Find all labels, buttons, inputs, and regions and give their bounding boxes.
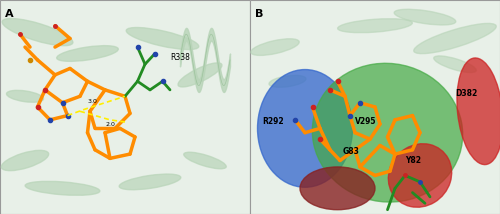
- Ellipse shape: [394, 9, 456, 25]
- Ellipse shape: [388, 144, 452, 207]
- Text: G83: G83: [342, 147, 359, 156]
- Ellipse shape: [2, 18, 73, 46]
- Ellipse shape: [338, 19, 412, 33]
- Ellipse shape: [457, 58, 500, 165]
- Text: 2.0: 2.0: [105, 122, 115, 127]
- Ellipse shape: [300, 167, 375, 210]
- Ellipse shape: [25, 181, 100, 195]
- Ellipse shape: [2, 150, 48, 171]
- Ellipse shape: [414, 23, 496, 54]
- Ellipse shape: [251, 39, 299, 55]
- Text: B: B: [255, 9, 264, 19]
- Ellipse shape: [312, 63, 462, 202]
- Text: V295: V295: [355, 117, 376, 126]
- Text: Y82: Y82: [405, 156, 421, 165]
- Ellipse shape: [184, 152, 226, 169]
- Text: A: A: [5, 9, 14, 19]
- Ellipse shape: [119, 174, 181, 190]
- Ellipse shape: [178, 63, 222, 87]
- Text: 3.0: 3.0: [88, 99, 98, 104]
- Ellipse shape: [258, 70, 352, 187]
- Ellipse shape: [6, 90, 44, 102]
- Ellipse shape: [434, 56, 476, 73]
- Ellipse shape: [56, 46, 118, 61]
- Ellipse shape: [269, 75, 306, 87]
- Text: R292: R292: [262, 117, 284, 126]
- Text: R338: R338: [170, 53, 190, 62]
- Ellipse shape: [126, 28, 199, 49]
- Text: D382: D382: [455, 89, 477, 98]
